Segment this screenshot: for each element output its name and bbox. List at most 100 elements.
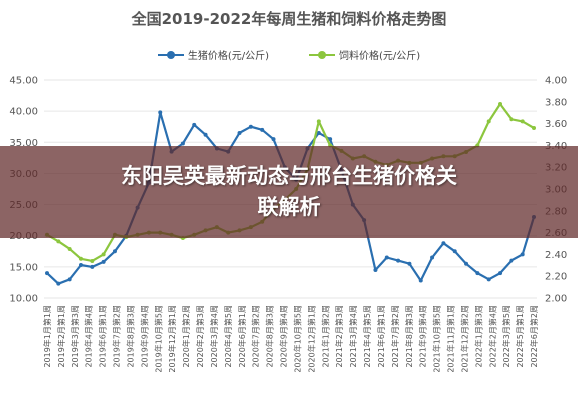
data-point-feed-price — [486, 119, 491, 124]
x-tick-label: 2020年7月第2周 — [251, 305, 261, 368]
x-tick-label: 2021年3月第4周 — [348, 305, 358, 368]
data-point-feed-price — [90, 258, 95, 263]
y-tick-label-left: 10.00 — [9, 294, 38, 305]
x-tick-label: 2021年11月第1周 — [446, 305, 456, 373]
data-point-pig-price — [464, 261, 469, 266]
x-tick-label: 2019年10月第5周 — [153, 305, 163, 373]
x-tick-label: 2019年3月第3周 — [70, 305, 80, 368]
legend-label-feed: 饲料价格(元/公斤) — [339, 51, 421, 62]
legend-swatch-feed — [309, 50, 335, 60]
x-tick-label: 2022年6月第2周 — [529, 305, 539, 368]
y-tick-label-left: 15.00 — [9, 262, 38, 273]
data-point-pig-price — [101, 259, 106, 264]
y-tick-label-right: 3.80 — [545, 97, 567, 108]
headline-line-2: 联解析 — [257, 195, 321, 219]
x-tick-label: 2019年2月第1周 — [56, 305, 66, 368]
data-point-pig-price — [486, 277, 491, 282]
legend: 生猪价格(元/公斤) 饲料价格(元/公斤) — [0, 47, 578, 62]
data-point-pig-price — [192, 122, 197, 127]
x-tick-label: 2019年4月第4周 — [84, 305, 94, 368]
data-point-pig-price — [67, 277, 72, 282]
data-point-pig-price — [90, 264, 95, 269]
data-point-feed-price — [56, 239, 61, 244]
x-tick-label: 2020年9月第4周 — [279, 305, 289, 368]
legend-item-feed-price: 饲料价格(元/公斤) — [309, 47, 420, 62]
x-tick-label: 2019年12月第1周 — [167, 305, 177, 373]
data-point-pig-price — [384, 255, 389, 260]
data-point-pig-price — [203, 132, 208, 137]
x-tick-label: 2020年2月第3周 — [195, 305, 205, 368]
data-point-feed-price — [316, 119, 321, 124]
x-tick-label: 2022年2月第4周 — [487, 305, 497, 368]
data-point-feed-price — [78, 256, 83, 261]
x-tick-label: 2020年1月第2周 — [181, 305, 191, 368]
data-point-pig-price — [248, 124, 253, 129]
data-point-pig-price — [407, 261, 412, 266]
data-point-pig-price — [328, 137, 333, 142]
x-tick-label: 2020年4月第5周 — [223, 305, 233, 368]
data-point-pig-price — [78, 262, 83, 267]
x-tick-label: 2019年6月第1周 — [98, 305, 108, 368]
data-point-pig-price — [430, 255, 435, 260]
y-tick-label-right: 3.60 — [545, 119, 567, 130]
x-tick-label: 2021年2月第3周 — [334, 305, 344, 368]
x-tick-label: 2021年9月第4周 — [418, 305, 428, 368]
x-tick-label: 2019年9月第4周 — [139, 305, 149, 368]
data-point-pig-price — [260, 127, 265, 132]
legend-item-pig-price: 生猪价格(元/公斤) — [157, 47, 269, 62]
x-tick-label: 2019年1月第1周 — [42, 305, 52, 368]
data-point-pig-price — [56, 281, 61, 286]
headline-line-1: 东阳吴英最新动态与邢台生猪价格关 — [121, 164, 457, 188]
data-point-pig-price — [418, 278, 423, 283]
data-point-feed-price — [520, 119, 525, 124]
data-point-pig-price — [441, 241, 446, 246]
y-tick-label-left: 40.00 — [9, 107, 38, 118]
data-point-feed-price — [101, 252, 106, 257]
x-tick-label: 2022年3月第5周 — [501, 305, 511, 368]
x-tick-label: 2020年10月第5周 — [292, 305, 302, 373]
x-tick-label: 2021年10月第5周 — [432, 305, 442, 373]
data-point-pig-price — [271, 137, 276, 142]
y-tick-label-right: 2.40 — [545, 250, 567, 261]
data-point-pig-price — [475, 271, 480, 276]
x-tick-label: 2021年4月第5周 — [362, 305, 372, 368]
x-tick-label: 2019年8月第3周 — [125, 305, 135, 368]
data-point-pig-price — [237, 130, 242, 135]
x-tick-label: 2021年1月第2周 — [320, 305, 330, 368]
y-tick-label-right: 4.00 — [545, 76, 567, 87]
x-tick-label: 2022年1月第3周 — [473, 305, 483, 368]
x-tick-label: 2021年6月第1周 — [376, 305, 386, 368]
legend-label-pig: 生猪价格(元/公斤) — [187, 51, 269, 62]
y-tick-label-left: 35.00 — [9, 138, 38, 149]
x-tick-label: 2022年5月第1周 — [515, 305, 525, 368]
data-point-pig-price — [316, 130, 321, 135]
data-point-pig-price — [45, 271, 49, 276]
y-tick-label-right: 2.00 — [545, 294, 567, 305]
data-point-feed-price — [67, 246, 72, 251]
x-tick-label: 2020年6月第1周 — [237, 305, 247, 368]
data-point-pig-price — [158, 110, 163, 115]
data-point-feed-price — [498, 101, 503, 106]
data-point-pig-price — [452, 249, 457, 254]
y-tick-label-left: 45.00 — [9, 76, 38, 87]
data-point-feed-price — [509, 117, 514, 122]
x-tick-label: 2021年7月第2周 — [390, 305, 400, 368]
data-point-pig-price — [498, 271, 503, 276]
x-tick-label: 2021年12月第2周 — [459, 305, 469, 373]
x-tick-label: 2021年8月第3周 — [404, 305, 414, 368]
data-point-pig-price — [509, 258, 514, 263]
x-tick-label: 2020年8月第3周 — [265, 305, 275, 368]
headline-banner: 东阳吴英最新动态与邢台生猪价格关 联解析 — [0, 146, 578, 238]
data-point-pig-price — [396, 258, 401, 263]
y-tick-label-right: 2.20 — [545, 272, 567, 283]
chart-title: 全国2019-2022年每周生猪和饲料价格走势图 — [131, 10, 447, 28]
x-tick-label: 2020年3月第4周 — [209, 305, 219, 368]
data-point-pig-price — [373, 267, 378, 272]
legend-swatch-pig — [157, 50, 184, 60]
data-point-pig-price — [112, 249, 117, 254]
x-tick-label: 2019年7月第2周 — [112, 305, 122, 368]
data-point-feed-price — [532, 125, 536, 130]
data-point-pig-price — [180, 141, 185, 146]
data-point-pig-price — [520, 252, 525, 257]
x-tick-label: 2020年12月第1周 — [306, 305, 316, 373]
